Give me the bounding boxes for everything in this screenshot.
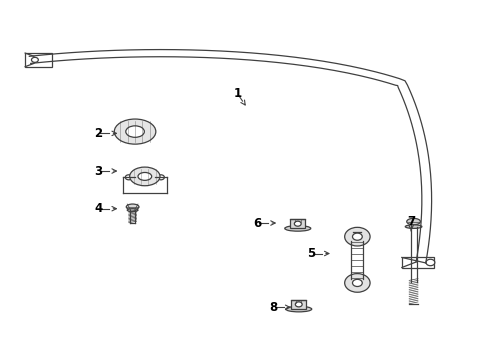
Text: 6: 6 xyxy=(253,216,261,230)
Ellipse shape xyxy=(285,226,311,231)
FancyBboxPatch shape xyxy=(290,219,305,228)
Circle shape xyxy=(294,221,301,226)
Circle shape xyxy=(158,175,164,180)
Circle shape xyxy=(344,227,370,246)
Circle shape xyxy=(352,233,362,240)
FancyBboxPatch shape xyxy=(291,300,306,309)
Text: 2: 2 xyxy=(95,127,102,140)
FancyBboxPatch shape xyxy=(25,53,52,67)
Ellipse shape xyxy=(405,225,422,228)
FancyBboxPatch shape xyxy=(402,257,434,267)
Text: 7: 7 xyxy=(407,215,415,228)
Circle shape xyxy=(31,57,38,62)
Text: 5: 5 xyxy=(307,247,315,260)
Text: 3: 3 xyxy=(95,165,102,177)
Circle shape xyxy=(426,259,435,266)
Circle shape xyxy=(344,274,370,292)
Ellipse shape xyxy=(138,172,152,180)
Ellipse shape xyxy=(127,209,138,212)
Ellipse shape xyxy=(126,204,139,210)
Text: 4: 4 xyxy=(94,202,102,215)
Ellipse shape xyxy=(407,219,420,225)
Text: 1: 1 xyxy=(234,87,242,100)
Ellipse shape xyxy=(126,126,145,137)
Ellipse shape xyxy=(114,119,156,144)
Circle shape xyxy=(295,302,302,307)
Circle shape xyxy=(352,279,362,287)
Text: 8: 8 xyxy=(269,301,277,314)
Ellipse shape xyxy=(130,167,160,186)
Ellipse shape xyxy=(286,306,312,312)
Circle shape xyxy=(125,175,132,180)
